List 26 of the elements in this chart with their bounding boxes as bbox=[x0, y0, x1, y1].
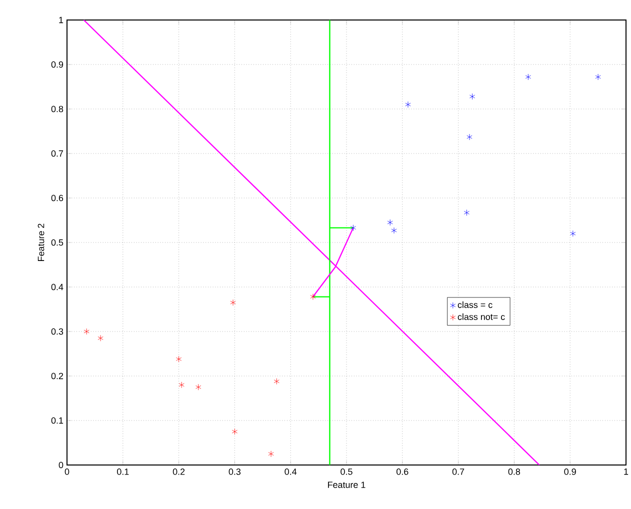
x-tick-label: 0.6 bbox=[396, 468, 408, 475]
x-tick-label: 0.7 bbox=[452, 468, 464, 475]
x-tick-label: 0 bbox=[64, 468, 70, 475]
y-tick-label: 0.1 bbox=[51, 417, 64, 424]
legend-label: class not= c bbox=[458, 313, 505, 320]
x-tick-label: 0.2 bbox=[172, 468, 185, 475]
x-tick-label: 0.1 bbox=[117, 468, 129, 475]
y-tick-label: 0.9 bbox=[51, 61, 64, 68]
x-tick-label: 0.5 bbox=[340, 468, 352, 475]
y-tick-label: 0 bbox=[58, 462, 64, 468]
y-tick-label: 0.7 bbox=[51, 150, 64, 157]
x-tick-label: 0.9 bbox=[564, 468, 576, 475]
y-tick-label: 0.6 bbox=[51, 194, 64, 202]
y-tick-label: 0.2 bbox=[51, 372, 64, 380]
legend-label: class = c bbox=[458, 301, 492, 308]
y-tick-label: 0.3 bbox=[51, 328, 64, 335]
y-tick-label: 0.8 bbox=[51, 106, 64, 112]
y-tick-label: 0.5 bbox=[51, 239, 64, 246]
x-tick-label: 1 bbox=[624, 468, 628, 475]
x-tick-label: 0.4 bbox=[284, 468, 297, 475]
y-axis-title: Feature 2 bbox=[38, 224, 44, 261]
y-tick-label: 1 bbox=[59, 16, 64, 24]
x-tick-label: 0.3 bbox=[228, 468, 241, 475]
x-axis-title: Feature 1 bbox=[328, 482, 366, 488]
y-tick-label: 0.4 bbox=[51, 284, 64, 290]
x-tick-label: 0.8 bbox=[508, 468, 520, 475]
